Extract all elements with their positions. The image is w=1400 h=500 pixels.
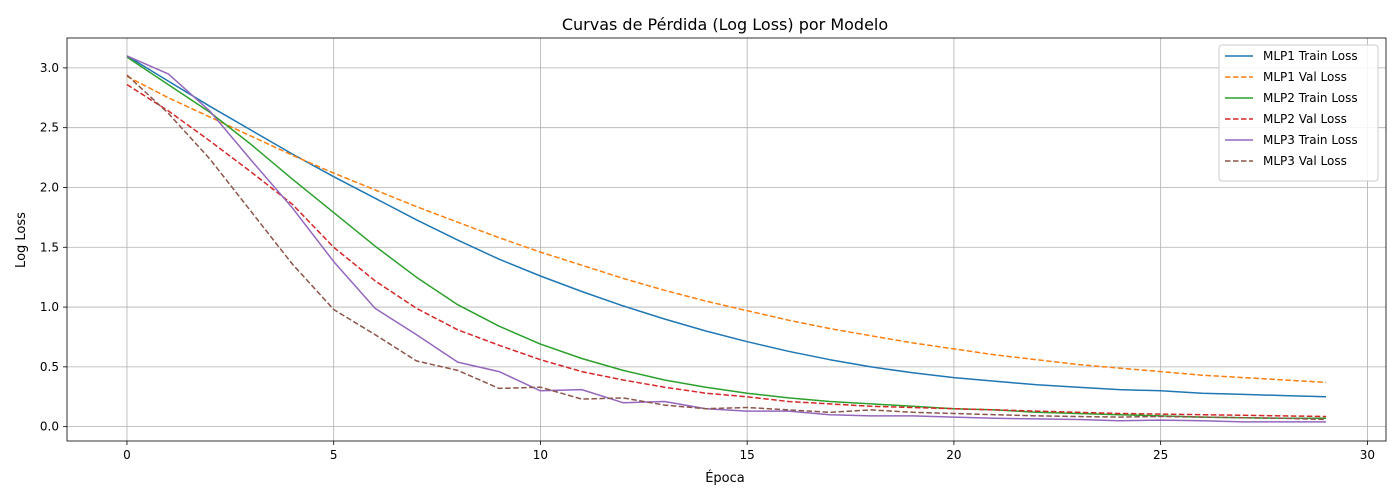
legend-label: MLP3 Val Loss — [1263, 154, 1347, 168]
legend-label: MLP2 Train Loss — [1263, 91, 1358, 105]
y-tick-label: 1.5 — [40, 240, 59, 254]
series-lines — [126, 55, 1327, 423]
y-tick-label: 3.0 — [40, 61, 59, 75]
series-line-mlp3-train-loss — [126, 55, 1326, 423]
x-tick-label: 0 — [123, 448, 131, 462]
legend-label: MLP2 Val Loss — [1263, 112, 1347, 126]
legend-label: MLP1 Val Loss — [1263, 70, 1347, 84]
plot-frame — [66, 37, 1387, 442]
x-axis-label: Época — [705, 470, 745, 486]
y-tick-label: 2.5 — [40, 121, 59, 135]
x-tick-label: 25 — [1153, 448, 1168, 462]
legend-label: MLP3 Train Loss — [1263, 133, 1358, 147]
series-line-mlp1-train-loss — [126, 55, 1327, 398]
y-tick-label: 0.5 — [40, 360, 59, 374]
x-tick-label: 30 — [1360, 448, 1375, 462]
x-tick-label: 5 — [330, 448, 338, 462]
y-tick-label: 1.0 — [40, 300, 59, 314]
x-tick-label: 15 — [740, 448, 755, 462]
x-tick-label: 20 — [946, 448, 961, 462]
series-line-mlp2-val-loss — [126, 83, 1327, 418]
legend-label: MLP1 Train Loss — [1263, 49, 1358, 63]
y-tick-label: 2.0 — [40, 180, 59, 194]
x-tick-label: 10 — [533, 448, 548, 462]
series-line-mlp1-val-loss — [126, 75, 1327, 384]
y-axis-label: Log Loss — [14, 212, 29, 268]
grid-lines — [67, 38, 1386, 441]
series-line-mlp2-train-loss — [126, 56, 1326, 420]
legend: MLP1 Train Loss MLP1 Val Loss MLP2 Train L… — [1218, 44, 1379, 182]
y-tick-label: 0.0 — [40, 420, 59, 434]
legend-box — [1218, 44, 1379, 182]
axes: 0 5 10 15 20 25 30 0.0 0.5 1.0 1.5 2.0 2.5 3.0 — [40, 37, 1387, 462]
chart-title: Curvas de Pérdida (Log Loss) por Modelo — [562, 15, 888, 34]
